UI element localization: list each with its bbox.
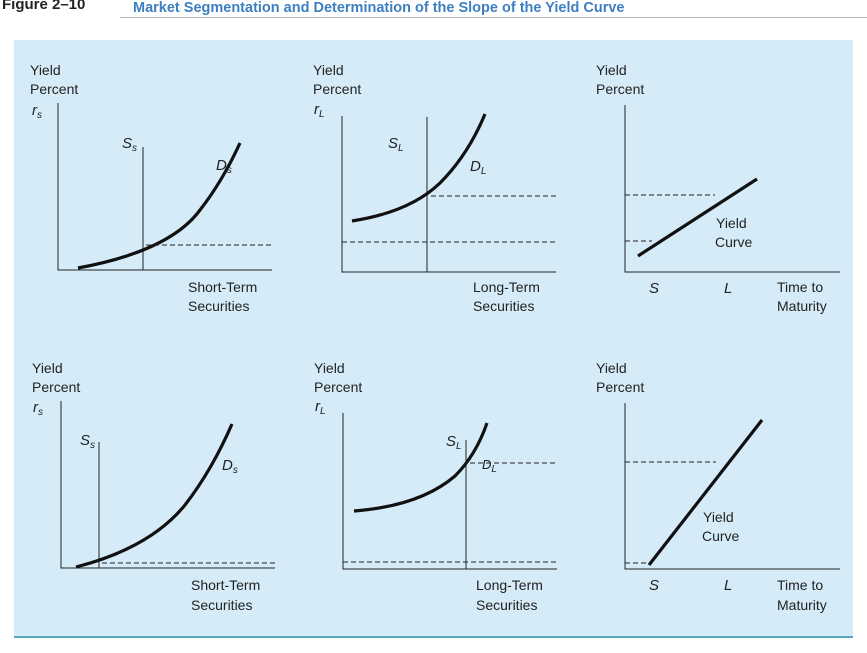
yield-curve-label-line1: Yield xyxy=(716,215,747,231)
panel-bottom-yield-curve: Yield Percent Yield Curve S L Time to Ma… xyxy=(596,360,840,613)
panel-bottom-long-term-market: Yield Percent rL SL DL Long-Term Securit… xyxy=(314,360,557,613)
header-rule xyxy=(120,17,867,18)
yield-curve-line xyxy=(637,177,758,258)
demand-curve-dl xyxy=(351,113,487,223)
axes xyxy=(624,105,840,273)
figure-panel-background xyxy=(14,40,853,636)
demand-label-ds: Ds xyxy=(216,157,232,176)
x-axis-label-long-term: Long-Term xyxy=(476,577,543,593)
figure-label: Figure 2–10 xyxy=(2,0,86,13)
x-axis-mark-l: L xyxy=(724,577,732,594)
x-axis-label-maturity: Maturity xyxy=(777,597,827,613)
supply-label-ss: Ss xyxy=(80,432,95,451)
x-axis-label-securities: Securities xyxy=(191,597,252,613)
panel-top-long-term-market: Yield Percent rL SL DL Long-Term Securit… xyxy=(313,62,556,314)
bottom-rule xyxy=(14,636,853,638)
x-axis-label-time-to: Time to xyxy=(777,577,823,593)
x-axis-label-short-term: Short-Term xyxy=(188,279,257,295)
supply-label-ss: Ss xyxy=(122,135,137,154)
y-axis-label-percent: Percent xyxy=(30,81,78,97)
demand-label-dl: DL xyxy=(482,457,497,475)
y-axis-label-percent: Percent xyxy=(313,81,361,97)
yield-curve-line xyxy=(647,419,764,566)
demand-curve-ds xyxy=(77,142,242,270)
rate-symbol-rl: rL xyxy=(315,398,326,417)
supply-label-sl: SL xyxy=(388,135,404,154)
x-axis-label-short-term: Short-Term xyxy=(191,577,260,593)
rate-symbol-rs: rs xyxy=(32,102,42,121)
rate-symbol-rl: rL xyxy=(314,101,325,120)
x-axis-label-maturity: Maturity xyxy=(777,298,827,314)
axes xyxy=(57,103,272,271)
x-axis-label-securities: Securities xyxy=(188,298,249,314)
yield-curve-label-line1: Yield xyxy=(703,509,734,525)
rate-symbol-rs: rs xyxy=(33,399,43,418)
axes xyxy=(60,401,275,569)
x-axis-label-long-term: Long-Term xyxy=(473,279,540,295)
y-axis-label-yield: Yield xyxy=(596,62,627,78)
x-axis-label-time-to: Time to xyxy=(777,279,823,295)
x-axis-mark-s: S xyxy=(649,577,659,594)
axes xyxy=(341,116,556,273)
y-axis-label-yield: Yield xyxy=(313,62,344,78)
panel-bottom-short-term-market: Yield Percent rs Ss Ds Short-Term Securi… xyxy=(32,360,275,613)
demand-curve-ds xyxy=(75,423,234,569)
y-axis-label-percent: Percent xyxy=(314,379,362,395)
demand-label-ds: Ds xyxy=(222,457,238,476)
y-axis-label-percent: Percent xyxy=(596,379,644,395)
figure-title: Market Segmentation and Determination of… xyxy=(133,0,625,16)
y-axis-label-yield: Yield xyxy=(30,62,61,78)
demand-label-dl: DL xyxy=(470,158,486,177)
supply-label-sl: SL xyxy=(446,433,462,452)
y-axis-label-yield: Yield xyxy=(32,360,63,376)
y-axis-label-percent: Percent xyxy=(32,379,80,395)
y-axis-label-percent: Percent xyxy=(596,81,644,97)
y-axis-label-yield: Yield xyxy=(596,360,627,376)
yield-curve-label-line2: Curve xyxy=(702,528,740,544)
y-axis-label-yield: Yield xyxy=(314,360,345,376)
axes xyxy=(342,413,557,570)
panel-top-short-term-market: Yield Percent rs Ss Ds Short-Term Securi… xyxy=(30,62,272,314)
x-axis-label-securities: Securities xyxy=(476,597,537,613)
figure-header: Figure 2–10 Market Segmentation and Dete… xyxy=(0,0,867,22)
demand-curve-dl xyxy=(353,422,489,513)
yield-curve-label-line2: Curve xyxy=(715,234,753,250)
axes xyxy=(624,403,840,570)
x-axis-mark-s: S xyxy=(649,280,659,297)
x-axis-mark-l: L xyxy=(724,280,732,297)
panel-top-yield-curve: Yield Percent Yield Curve S L Time to Ma… xyxy=(596,62,840,314)
x-axis-label-securities: Securities xyxy=(473,298,534,314)
